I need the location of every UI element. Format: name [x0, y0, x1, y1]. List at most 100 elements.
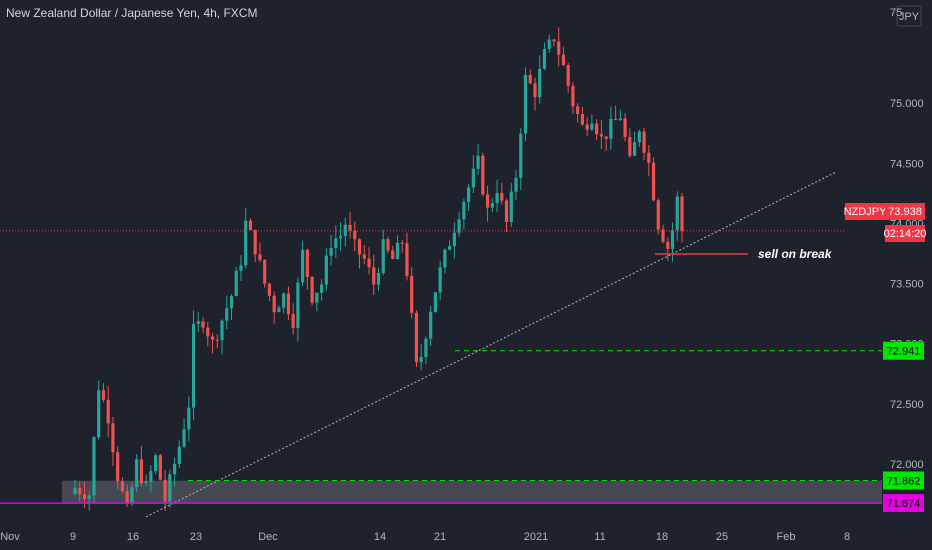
candle-body	[78, 488, 82, 495]
candle-body	[599, 134, 603, 137]
candle-body	[618, 118, 622, 121]
candle-body	[277, 307, 281, 313]
candle-body	[528, 75, 532, 84]
candle-body	[172, 463, 177, 475]
candle-body	[310, 276, 314, 303]
candle-body	[244, 220, 248, 266]
candle-body	[106, 399, 110, 424]
y-tick-label: 74.500	[890, 158, 924, 170]
candle-body	[585, 124, 589, 130]
support-band	[62, 480, 882, 504]
candle-body	[319, 284, 324, 293]
x-tick-label: 9	[70, 531, 76, 543]
y-tick-label: 73.500	[890, 279, 924, 291]
candle-body	[182, 429, 186, 447]
time-axis[interactable]: Nov 9 16 23 Dec 14 21 2021 11 18 25 Feb 8	[0, 531, 850, 543]
candle-body	[82, 494, 87, 500]
x-tick-label: 25	[716, 531, 728, 543]
candle-body	[538, 68, 542, 98]
candle-body	[120, 481, 125, 492]
candle-body	[504, 200, 509, 222]
y-tick-label: 75.000	[890, 98, 924, 110]
candle-body	[253, 229, 257, 255]
candle-body	[675, 196, 679, 231]
candle-body	[405, 243, 409, 277]
candle-body	[348, 224, 352, 231]
y-tick-label: 72.000	[890, 459, 924, 471]
candle-body	[376, 273, 381, 285]
x-tick-label: 14	[374, 531, 386, 543]
candle-body	[168, 474, 172, 502]
candle-body	[500, 193, 504, 201]
level-tag	[883, 471, 924, 490]
candle-body	[239, 265, 243, 271]
candle-body	[324, 255, 328, 285]
candle-body	[125, 491, 129, 504]
candle-body	[533, 83, 537, 98]
candle-body	[234, 270, 238, 297]
x-tick-label: 2021	[524, 531, 548, 543]
candle-body	[438, 267, 442, 293]
candle-body	[111, 423, 115, 453]
candle-body	[362, 254, 366, 259]
candle-body	[116, 452, 120, 482]
candle-body	[201, 321, 205, 328]
candle-body	[372, 267, 376, 285]
candle-body	[206, 327, 210, 337]
candle-body	[139, 459, 143, 483]
level-tag-label: 71.674	[887, 498, 921, 510]
last-price-label: 73.938	[888, 206, 922, 218]
candle-body	[414, 312, 419, 363]
currency-badge[interactable]: JPY	[896, 5, 922, 27]
candle-body	[395, 242, 400, 260]
candle-body	[476, 155, 480, 169]
candle-body	[154, 455, 158, 472]
currency-badge-label: JPY	[899, 11, 920, 23]
candles	[73, 27, 684, 511]
candle-body	[457, 219, 461, 233]
symbol-label: NZDJPY	[844, 206, 887, 218]
candle-body	[443, 249, 447, 268]
candle-body	[357, 239, 362, 255]
candle-body	[410, 276, 414, 313]
candle-body	[87, 495, 91, 500]
x-tick-label: 8	[844, 531, 850, 543]
candle-body	[149, 471, 153, 482]
candle-body	[542, 48, 547, 69]
candle-body	[315, 292, 319, 303]
candle-body	[220, 320, 224, 340]
candle-body	[353, 230, 357, 240]
candle-body	[642, 131, 646, 153]
trendline	[145, 171, 837, 518]
x-tick-label: 23	[190, 531, 202, 543]
candle-body	[523, 75, 528, 134]
candle-body	[485, 194, 490, 208]
candle-body	[73, 488, 77, 494]
candle-body	[248, 220, 253, 230]
candle-body	[680, 196, 684, 232]
candle-body	[229, 296, 234, 309]
candle-body	[595, 123, 599, 135]
level-tag	[883, 494, 924, 513]
candle-body	[590, 123, 594, 130]
x-tick-label: Nov	[0, 531, 20, 543]
x-tick-label: 11	[594, 531, 605, 543]
drawings	[0, 171, 882, 518]
x-tick-label: 16	[127, 531, 139, 543]
x-tick-label: Dec	[258, 531, 278, 543]
candle-body	[97, 390, 101, 438]
candle-body	[305, 249, 309, 277]
candle-body	[580, 114, 585, 125]
candle-body	[519, 133, 523, 179]
y-tick-top-partial: 75	[890, 7, 902, 19]
candle-body	[400, 242, 404, 244]
candle-body	[381, 239, 385, 274]
candle-body	[92, 437, 96, 496]
candle-body	[481, 155, 485, 195]
candle-body	[571, 85, 575, 107]
x-tick-label: 21	[434, 531, 446, 543]
price-tags: 72.941 71.862 71.674	[883, 341, 924, 513]
candle-body	[296, 282, 300, 328]
candle-body	[609, 118, 613, 139]
